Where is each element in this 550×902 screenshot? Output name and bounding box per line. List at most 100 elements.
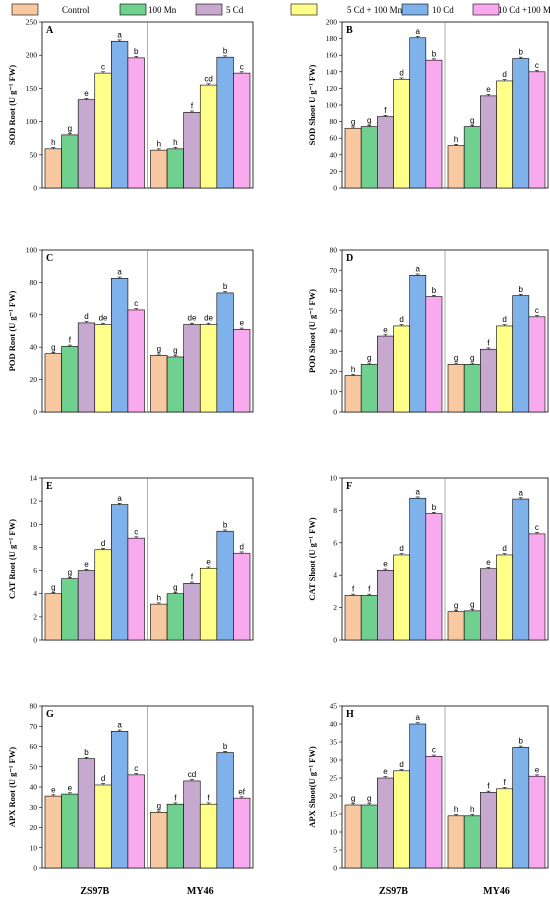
significance-letter: e — [535, 765, 540, 774]
legend-label: 10 Cd +100 Mn — [498, 5, 550, 15]
bar — [393, 325, 410, 413]
bar — [425, 59, 443, 189]
y-tick-label: 10 — [330, 828, 338, 837]
bar — [127, 537, 145, 641]
significance-letter: e — [84, 560, 89, 569]
significance-letter: e — [383, 560, 388, 569]
significance-letter: d — [502, 70, 506, 79]
significance-letter: b — [519, 737, 524, 746]
significance-letter: f — [191, 573, 194, 582]
bar — [528, 533, 546, 641]
y-tick-label: 12 — [30, 497, 38, 506]
bar — [528, 775, 546, 869]
bar — [94, 784, 112, 869]
y-tick-label: 80 — [330, 246, 338, 255]
bar — [344, 127, 362, 189]
y-tick-label: 200 — [26, 51, 38, 60]
bar — [111, 40, 129, 189]
legend-label: 5 Cd — [226, 5, 244, 15]
significance-letter: c — [535, 523, 539, 532]
significance-letter: g — [351, 117, 355, 126]
bar — [377, 335, 394, 413]
panel-letter: C — [46, 253, 53, 264]
y-tick-label: 15 — [330, 810, 338, 819]
y-axis-label: CAT Root (U g⁻¹ FW) — [7, 519, 17, 599]
y-tick-label: 5 — [333, 846, 337, 855]
y-tick-label: 50 — [30, 150, 38, 159]
bar — [425, 756, 443, 869]
y-tick-label: 20 — [30, 375, 38, 384]
significance-letter: a — [117, 721, 122, 730]
significance-letter: b — [223, 46, 228, 55]
significance-letter: de — [204, 314, 213, 323]
y-tick-label: 120 — [326, 84, 338, 93]
bar — [377, 777, 394, 869]
bar — [512, 295, 530, 413]
significance-letter: f — [207, 793, 210, 802]
bar — [111, 278, 129, 413]
bar — [150, 812, 168, 869]
bar — [183, 324, 201, 413]
y-tick-label: 40 — [330, 327, 338, 336]
bar — [496, 554, 513, 641]
category-label: ZS97B — [379, 886, 408, 897]
significance-letter: a — [117, 494, 122, 503]
significance-letter: f — [503, 778, 506, 787]
significance-letter: cd — [204, 74, 212, 83]
bar — [233, 797, 251, 869]
bar — [166, 356, 184, 413]
significance-letter: f — [352, 585, 355, 594]
significance-letter: g — [367, 116, 371, 125]
bar — [480, 792, 497, 869]
panel-F: 0 2 4 6 8 10 CAT Shoot (U g⁻¹ FW) Ff f e d a b g g e d a c — [307, 474, 549, 645]
bar — [166, 803, 184, 869]
bar — [199, 567, 218, 641]
significance-letter: h — [157, 593, 161, 602]
y-tick-label: 8 — [33, 543, 37, 552]
y-tick-label: 150 — [26, 84, 38, 93]
bar — [360, 126, 378, 189]
y-tick-label: 180 — [326, 34, 338, 43]
bar — [94, 324, 112, 413]
legend-label: 5 Cd + 100 Mn — [347, 5, 403, 15]
significance-letter: b — [223, 520, 228, 529]
bar — [377, 570, 394, 641]
significance-letter: h — [454, 135, 458, 144]
y-tick-label: 0 — [33, 636, 37, 645]
significance-letter: g — [173, 583, 177, 592]
significance-letter: a — [416, 265, 421, 274]
bar — [94, 549, 112, 641]
significance-letter: g — [470, 600, 474, 609]
bar — [166, 593, 184, 641]
legend-swatch — [472, 3, 500, 16]
y-tick-label: 80 — [330, 117, 338, 126]
bar — [463, 126, 481, 189]
y-axis-label: APX Shoot(U g⁻¹ FW) — [307, 746, 317, 828]
significance-letter: d — [399, 68, 403, 77]
significance-letter: h — [470, 805, 474, 814]
significance-letter: g — [68, 124, 72, 133]
significance-letter: g — [51, 583, 55, 592]
bar — [409, 497, 427, 641]
bar — [150, 603, 168, 641]
y-tick-label: 100 — [26, 246, 38, 255]
significance-letter: c — [535, 306, 539, 315]
significance-letter: e — [206, 557, 211, 566]
y-tick-label: 25 — [330, 774, 338, 783]
significance-letter: a — [117, 30, 122, 39]
y-axis-label: POD Shoot (U g⁻¹ FW) — [307, 289, 317, 373]
legend: Control 100 Mn 5 Cd 5 Cd + 100 Mn 10 Cd 10 Cd… — [11, 3, 550, 16]
bar — [425, 296, 443, 413]
y-tick-label: 140 — [326, 67, 338, 76]
bar — [61, 346, 79, 413]
significance-letter: f — [487, 782, 490, 791]
y-tick-label: 0 — [33, 864, 37, 873]
bar — [393, 554, 410, 641]
significance-letter: g — [367, 794, 371, 803]
significance-letter: g — [51, 343, 55, 352]
bar — [44, 795, 62, 869]
bar — [199, 84, 218, 189]
bar — [447, 815, 465, 869]
y-tick-label: 40 — [30, 343, 38, 352]
bar — [528, 316, 546, 413]
